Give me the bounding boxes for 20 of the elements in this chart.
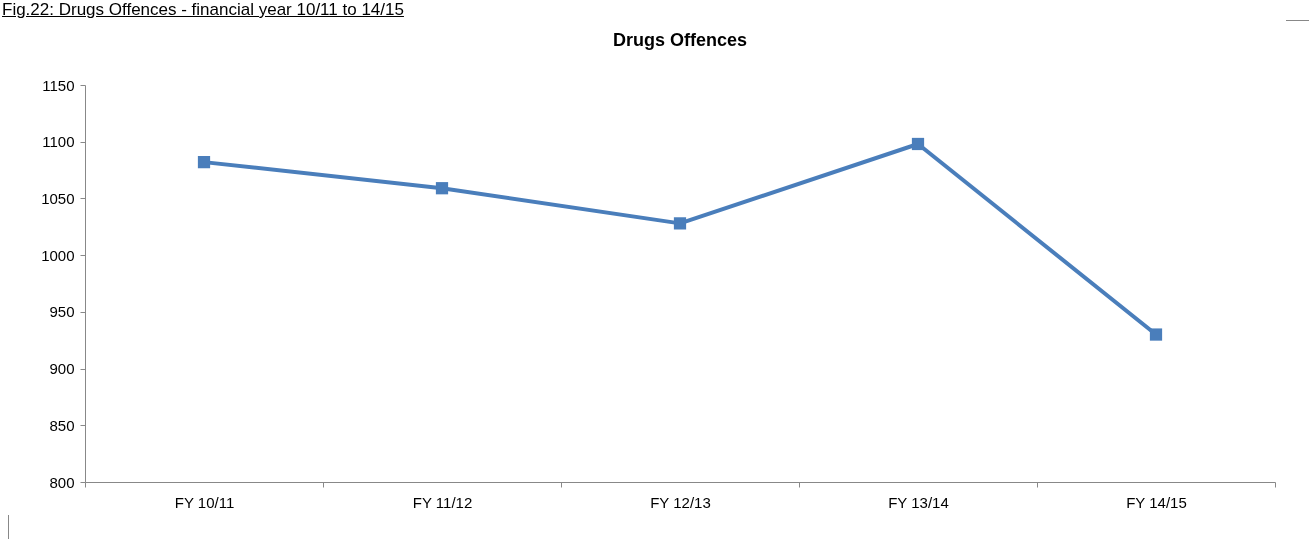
y-tick-label: 1100 bbox=[42, 133, 75, 151]
point bbox=[435, 182, 449, 195]
y-tick-label: 1050 bbox=[41, 189, 75, 207]
y-tick-label: 900 bbox=[49, 360, 75, 378]
x-tick-label: FY 12/13 bbox=[650, 493, 711, 511]
y-tick-label: 1150 bbox=[42, 76, 75, 94]
y-tick-label: 800 bbox=[49, 473, 75, 491]
y-tick-label: 1000 bbox=[41, 246, 75, 264]
y-tick-label: 950 bbox=[49, 303, 75, 321]
point bbox=[197, 156, 211, 169]
x-tick-label: FY 14/15 bbox=[1126, 493, 1187, 511]
point bbox=[1149, 328, 1163, 341]
point bbox=[673, 217, 687, 230]
y-tick-label: 850 bbox=[49, 416, 75, 434]
x-tick-label: FY 13/14 bbox=[888, 493, 949, 511]
point bbox=[911, 137, 925, 151]
caption: Fig.22: Drugs Offences - financial year 10/11 to 14/15 bbox=[1, 0, 405, 20]
x-tick-label: FY 11/12 bbox=[412, 493, 473, 511]
x-tick-label: FY 10/11 bbox=[174, 493, 235, 511]
chart-title: Drugs Offences bbox=[612, 30, 748, 50]
